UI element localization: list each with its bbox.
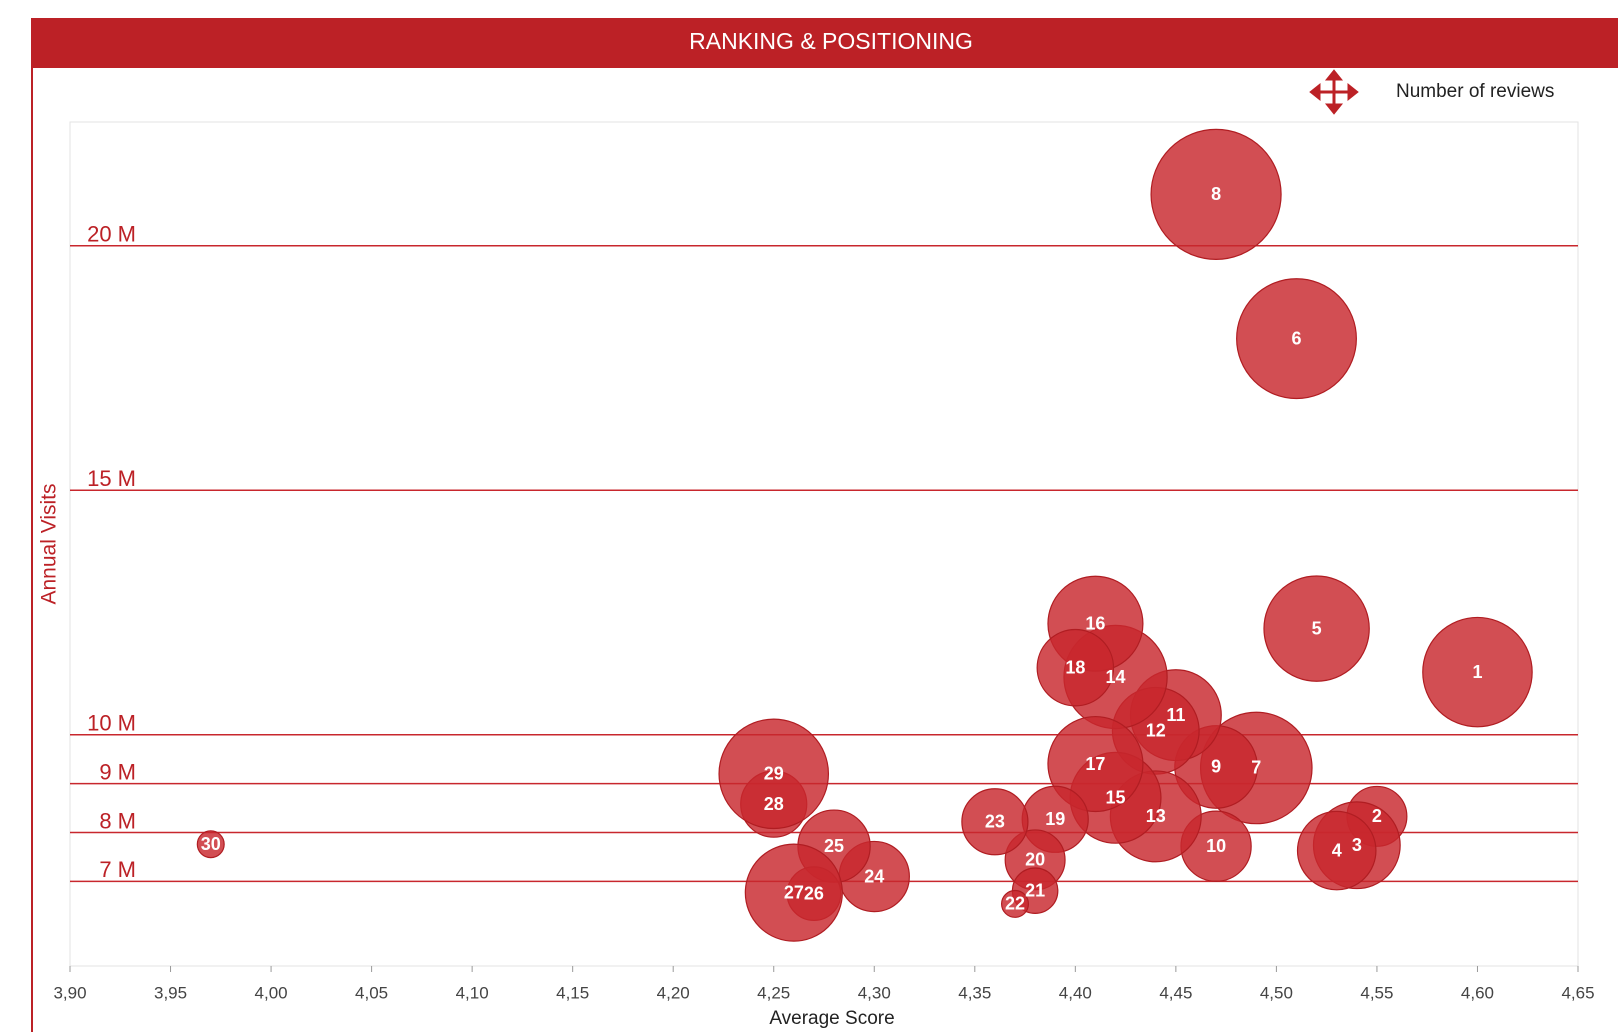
bubble-label: 20 — [1025, 850, 1045, 870]
bubble-label: 10 — [1206, 836, 1226, 856]
x-tick-label: 4,15 — [556, 983, 589, 1002]
bubble — [1000, 889, 1030, 918]
bubble — [718, 718, 830, 830]
bubble-label: 28 — [764, 794, 784, 814]
y-tick-label: 15 M — [87, 466, 136, 491]
bubble-label: 11 — [1166, 705, 1185, 725]
bubble-label: 17 — [1085, 754, 1105, 774]
legend-icon — [1309, 69, 1359, 115]
x-tick-label: 4,05 — [355, 983, 388, 1002]
bubble — [1150, 128, 1282, 260]
bubble-label: 9 — [1211, 757, 1221, 777]
x-tick-label: 4,35 — [958, 983, 991, 1002]
x-tick-label: 4,00 — [255, 983, 288, 1002]
y-axis-label: Annual Visits — [38, 483, 61, 604]
bubble-label: 16 — [1085, 613, 1105, 633]
x-tick-label: 4,50 — [1260, 983, 1293, 1002]
header-band — [31, 18, 1618, 68]
bubble-label: 23 — [985, 811, 1005, 831]
bubble-label: 26 — [804, 883, 824, 903]
bubble — [1296, 810, 1377, 891]
bubble-label: 13 — [1146, 806, 1166, 826]
bubble-label: 3 — [1352, 835, 1362, 855]
bubble-label: 5 — [1312, 618, 1322, 638]
bubble-label: 1 — [1472, 662, 1482, 682]
bubble-label: 7 — [1251, 758, 1261, 778]
bubble-label: 8 — [1211, 184, 1221, 204]
bubble-label: 29 — [764, 764, 784, 784]
y-tick-label: 9 M — [99, 759, 136, 784]
x-tick-label: 4,10 — [456, 983, 489, 1002]
x-tick-label: 4,30 — [858, 983, 891, 1002]
bubble-label: 25 — [824, 836, 844, 856]
x-tick-label: 4,55 — [1360, 983, 1393, 1002]
x-tick-label: 3,90 — [53, 983, 86, 1002]
x-tick-label: 4,20 — [657, 983, 690, 1002]
x-tick-label: 3,95 — [154, 983, 187, 1002]
bubble-label: 24 — [864, 866, 884, 886]
x-tick-label: 4,45 — [1159, 983, 1192, 1002]
bubble — [1422, 616, 1533, 728]
bubble-label: 22 — [1005, 894, 1025, 914]
bubble — [1047, 715, 1144, 813]
y-tick-label: 20 M — [87, 222, 136, 247]
bubble-label: 30 — [201, 834, 221, 854]
chart-title: RANKING & POSITIONING — [689, 28, 973, 54]
plot-frame — [69, 121, 1579, 967]
legend-label: Number of reviews — [1396, 81, 1554, 102]
bubble-label: 6 — [1291, 328, 1301, 348]
bubble — [196, 830, 225, 859]
x-tick-label: 4,25 — [757, 983, 790, 1002]
bubble-label: 12 — [1146, 721, 1166, 741]
x-tick-label: 4,40 — [1059, 983, 1092, 1002]
bubble-label: 2 — [1372, 806, 1382, 826]
bubble — [961, 788, 1029, 856]
x-axis-label: Average Score — [769, 1008, 894, 1029]
bubble-label: 19 — [1045, 809, 1065, 829]
bubble — [1263, 575, 1370, 682]
y-tick-label: 10 M — [87, 711, 136, 736]
x-tick-label: 4,65 — [1561, 983, 1594, 1002]
bubble-label: 15 — [1106, 788, 1126, 808]
bubble-label: 27 — [784, 882, 804, 902]
bubble — [744, 843, 843, 942]
bubble — [1236, 278, 1357, 400]
bubble-label: 4 — [1332, 840, 1342, 860]
y-tick-label: 8 M — [99, 808, 136, 833]
bubble-label: 18 — [1065, 657, 1085, 677]
x-tick-label: 4,60 — [1461, 983, 1494, 1002]
bubble — [1036, 628, 1115, 707]
y-tick-label: 7 M — [99, 857, 136, 882]
bubble-label: 14 — [1106, 667, 1126, 687]
bubble-label: 21 — [1025, 880, 1045, 900]
